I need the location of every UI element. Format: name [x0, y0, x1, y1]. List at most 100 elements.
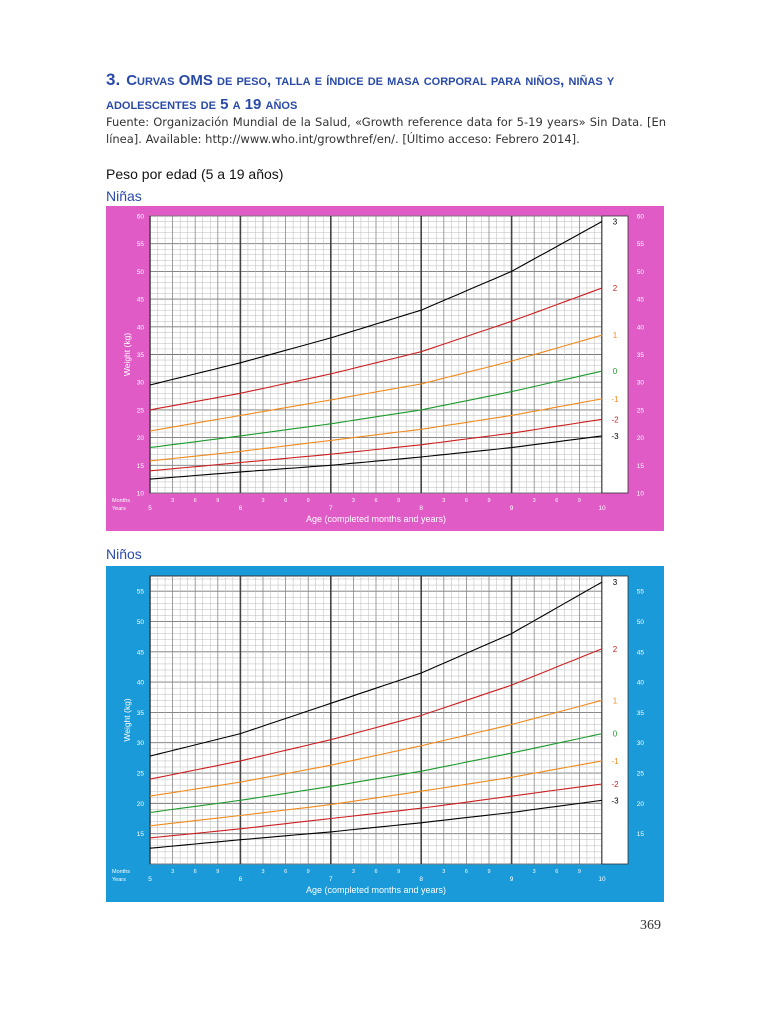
y-tick-label-right: 35 — [637, 352, 645, 359]
x-axis-label: Age (completed months and years) — [306, 514, 446, 524]
x-tick-label-month: 6 — [465, 869, 468, 875]
series-label-minus3: -3 — [611, 432, 619, 441]
girls-weight-chart: 10 10 15 15 20 20 25 25 30 30 35 35 40 40 45 45 50 50 55 55… — [106, 206, 664, 531]
x-tick-label-month: 3 — [352, 869, 355, 875]
x-tick-label-month: 3 — [261, 498, 264, 504]
y-tick-label-right: 15 — [637, 463, 645, 470]
series-line-3 — [149, 221, 603, 386]
series-line-minus1 — [149, 398, 603, 462]
section-number: 3. — [106, 70, 121, 89]
series-label-3: 3 — [613, 218, 618, 227]
series-line-minus2 — [149, 418, 603, 472]
y-axis-label: Weight (kg) — [122, 698, 132, 741]
y-tick-label-right: 50 — [637, 269, 645, 276]
section-heading-text: Curvas OMS de peso, talla e índice de ma… — [106, 72, 615, 113]
y-tick-label-right: 30 — [637, 740, 645, 747]
series-line-2 — [149, 287, 603, 411]
x-tick-label-month: 6 — [374, 498, 377, 504]
girls-section-label: Niñas — [106, 188, 142, 204]
y-tick-label-left: 50 — [137, 619, 145, 626]
y-tick-label-right: 60 — [637, 214, 645, 221]
y-tick-label-right: 25 — [637, 407, 645, 414]
x-tick-label-year: 9 — [510, 505, 514, 512]
source-citation: Fuente: Organización Mundial de la Salud… — [106, 115, 666, 146]
y-tick-label-right: 40 — [637, 324, 645, 331]
y-tick-label-left: 45 — [137, 649, 145, 656]
x-tick-label-month: 3 — [442, 498, 445, 504]
series-line-0 — [149, 370, 603, 449]
y-tick-label-right: 40 — [637, 680, 645, 687]
y-axis-label: Weight (kg) — [122, 333, 132, 376]
y-tick-label-left: 10 — [137, 491, 145, 498]
x-tick-label-month: 9 — [578, 869, 581, 875]
page-number: 369 — [640, 918, 661, 933]
chart-subtitle: Peso por edad (5 a 19 años) — [106, 166, 284, 182]
y-tick-label-left: 15 — [137, 831, 145, 838]
y-tick-label-left: 25 — [137, 407, 145, 414]
y-tick-label-left: 60 — [137, 214, 145, 221]
y-tick-label-left: 15 — [137, 463, 145, 470]
x-tick-label-month: 3 — [261, 869, 264, 875]
y-tick-label-right: 30 — [637, 380, 645, 387]
grid — [149, 576, 603, 865]
y-tick-label-left: 35 — [137, 710, 145, 717]
series-label-0: 0 — [613, 367, 618, 376]
y-tick-label-right: 20 — [637, 801, 645, 808]
x-tick-label-month: 9 — [487, 498, 490, 504]
y-tick-label-right: 10 — [637, 491, 645, 498]
y-tick-label-left: 25 — [137, 771, 145, 778]
months-row-label: Months — [112, 498, 130, 504]
x-tick-label-month: 3 — [442, 869, 445, 875]
series-label-1: 1 — [613, 331, 618, 340]
y-tick-label-right: 55 — [637, 241, 645, 248]
x-tick-label-year: 10 — [598, 505, 606, 512]
x-tick-label-month: 6 — [284, 869, 287, 875]
x-tick-label-year: 10 — [598, 876, 606, 883]
y-tick-label-right: 45 — [637, 649, 645, 656]
x-tick-label-month: 9 — [216, 498, 219, 504]
months-row-label: Months — [112, 869, 130, 875]
x-tick-label-month: 6 — [194, 869, 197, 875]
series-label-0: 0 — [613, 730, 618, 739]
y-tick-label-left: 20 — [137, 801, 145, 808]
boys-weight-chart: 15 15 20 20 25 25 30 30 35 35 40 40 45 45 50 50 55 55 Weig… — [106, 566, 664, 902]
series-label-strip — [601, 215, 629, 494]
y-tick-label-right: 45 — [637, 297, 645, 304]
x-tick-label-month: 9 — [578, 498, 581, 504]
y-tick-label-right: 15 — [637, 831, 645, 838]
series-line-minus3 — [149, 799, 603, 849]
x-tick-label-year: 8 — [419, 876, 423, 883]
y-tick-label-left: 50 — [137, 269, 145, 276]
section-heading: 3. Curvas OMS de peso, talla e índice de … — [106, 68, 666, 117]
boys-section-label: Niños — [106, 546, 142, 562]
years-row-label: Years — [112, 506, 126, 512]
series-line-minus3 — [149, 435, 603, 480]
series-line-3 — [149, 581, 603, 757]
series-label-minus2: -2 — [611, 780, 619, 789]
y-tick-label-left: 35 — [137, 352, 145, 359]
y-tick-label-right: 25 — [637, 771, 645, 778]
series-label-minus1: -1 — [611, 395, 619, 404]
x-tick-label-month: 6 — [555, 869, 558, 875]
x-tick-label-year: 6 — [239, 505, 243, 512]
x-tick-label-year: 9 — [510, 876, 514, 883]
x-tick-label-month: 9 — [307, 869, 310, 875]
y-tick-label-left: 40 — [137, 324, 145, 331]
y-tick-label-left: 40 — [137, 680, 145, 687]
y-tick-label-left: 55 — [137, 241, 145, 248]
y-tick-label-right: 50 — [637, 619, 645, 626]
x-tick-label-month: 3 — [533, 869, 536, 875]
x-axis-label: Age (completed months and years) — [306, 885, 446, 895]
series-label-strip — [601, 575, 629, 865]
series-label-2: 2 — [613, 645, 618, 654]
series-line-1 — [149, 334, 603, 432]
series-label-3: 3 — [613, 578, 618, 587]
x-tick-label-month: 6 — [374, 869, 377, 875]
x-tick-label-month: 3 — [533, 498, 536, 504]
x-tick-label-year: 7 — [329, 505, 333, 512]
series-line-0 — [149, 733, 603, 814]
x-tick-label-month: 3 — [171, 498, 174, 504]
x-tick-label-month: 9 — [397, 498, 400, 504]
x-tick-label-month: 9 — [307, 498, 310, 504]
